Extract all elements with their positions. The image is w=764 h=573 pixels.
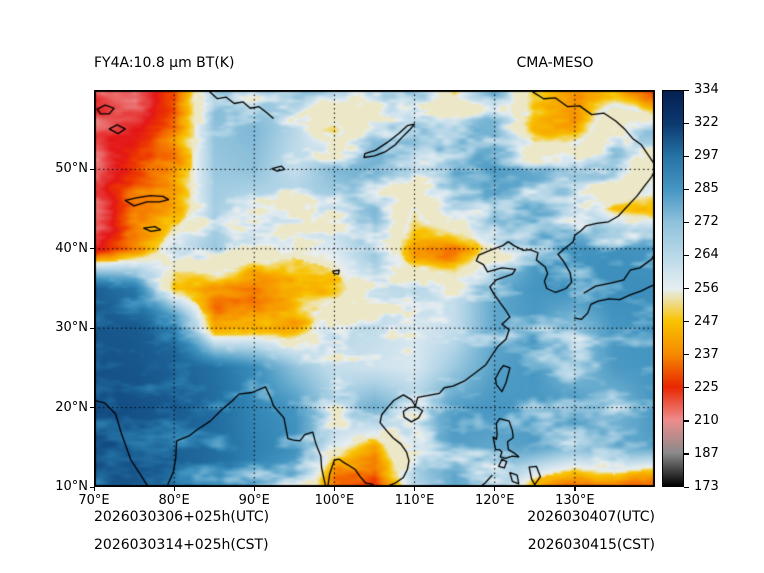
x-tick bbox=[574, 487, 576, 491]
y-tick-label: 40°N bbox=[55, 240, 88, 256]
colorbar-tick-label: 256 bbox=[694, 280, 719, 296]
colorbar-tick bbox=[684, 453, 689, 455]
colorbar-segment bbox=[663, 354, 683, 388]
colorbar-segment bbox=[663, 189, 683, 223]
y-tick-label: 20°N bbox=[55, 399, 88, 415]
y-tick bbox=[90, 327, 94, 329]
colorbar-tick-label: 173 bbox=[694, 479, 719, 494]
y-tick-label: 50°N bbox=[55, 161, 88, 177]
colorbar-segment bbox=[663, 288, 683, 322]
y-tick bbox=[90, 248, 94, 250]
x-tick-label: 70°E bbox=[78, 493, 110, 508]
colorbar-segment bbox=[663, 91, 683, 124]
colorbar-segment bbox=[663, 123, 683, 157]
init-time-cst: 2026030314+025h(CST) bbox=[94, 537, 269, 553]
y-tick bbox=[90, 407, 94, 409]
colorbar-tick bbox=[684, 254, 689, 257]
x-tick-label: 90°E bbox=[238, 493, 270, 508]
colorbar-tick bbox=[684, 321, 689, 323]
colorbar bbox=[662, 90, 684, 487]
colorbar-tick bbox=[684, 354, 689, 356]
brightness-temperature-map bbox=[94, 90, 655, 487]
colorbar-tick bbox=[684, 486, 689, 488]
x-tick bbox=[494, 487, 496, 491]
colorbar-tick-label: 210 bbox=[694, 412, 719, 428]
colorbar-segment bbox=[663, 321, 683, 355]
y-tick-label: 30°N bbox=[55, 320, 88, 336]
colorbar-tick bbox=[684, 89, 689, 91]
colorbar-tick bbox=[684, 420, 689, 422]
colorbar-tick-label: 187 bbox=[694, 445, 719, 461]
colorbar-tick bbox=[684, 155, 689, 157]
colorbar-segment bbox=[663, 387, 683, 421]
colorbar-tick bbox=[684, 188, 689, 190]
init-time-utc: 2026030306+025h(UTC) bbox=[94, 509, 270, 525]
valid-time-utc: 2026030407(UTC) bbox=[527, 509, 655, 525]
colorbar-tick-label: 285 bbox=[694, 181, 719, 197]
colorbar-tick-label: 272 bbox=[694, 214, 719, 230]
valid-time-cst: 2026030415(CST) bbox=[527, 537, 655, 553]
y-tick-label: 10°N bbox=[55, 479, 88, 494]
colorbar-segment bbox=[663, 420, 683, 454]
colorbar-tick-label: 322 bbox=[694, 115, 719, 131]
colorbar-tick-label: 225 bbox=[694, 379, 719, 395]
y-tick bbox=[90, 486, 94, 488]
colorbar-segment bbox=[663, 222, 683, 256]
colorbar-segment bbox=[663, 156, 683, 190]
colorbar-tick-label: 264 bbox=[694, 247, 719, 263]
x-tick-label: 80°E bbox=[158, 493, 190, 508]
colorbar-tick bbox=[684, 221, 689, 224]
x-tick-label: 120°E bbox=[474, 493, 515, 508]
plot-title: FY4A:10.8 μm BT(K) bbox=[94, 55, 235, 71]
x-tick bbox=[173, 487, 175, 491]
colorbar-segment bbox=[663, 255, 683, 289]
colorbar-tick bbox=[684, 288, 689, 290]
model-title: CMA-MESO bbox=[516, 55, 594, 71]
colorbar-tick-label: 297 bbox=[694, 148, 719, 164]
colorbar-tick bbox=[684, 387, 689, 389]
colorbar-tick bbox=[684, 122, 689, 124]
x-tick bbox=[414, 487, 416, 491]
colorbar-tick-label: 237 bbox=[694, 346, 719, 362]
x-tick-label: 100°E bbox=[314, 493, 355, 508]
x-tick bbox=[333, 487, 336, 491]
x-tick bbox=[93, 487, 95, 491]
x-tick-label: 110°E bbox=[394, 493, 435, 508]
x-tick-label: 130°E bbox=[555, 493, 595, 508]
y-tick bbox=[90, 168, 94, 171]
colorbar-tick-label: 247 bbox=[694, 313, 719, 329]
x-tick bbox=[253, 487, 255, 491]
colorbar-tick-label: 334 bbox=[694, 82, 719, 97]
colorbar-segment bbox=[663, 453, 683, 487]
